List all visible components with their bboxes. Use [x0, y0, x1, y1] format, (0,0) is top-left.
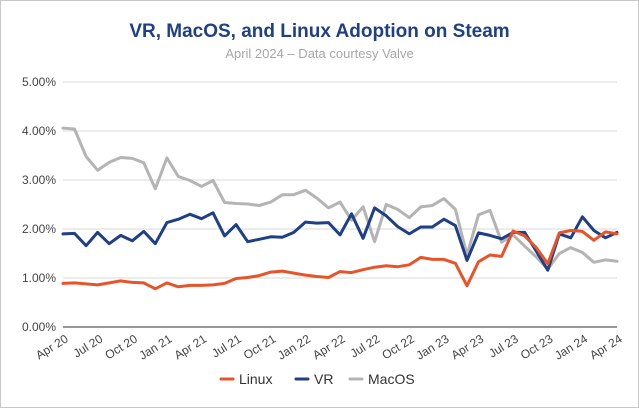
y-tick-label: 3.00% — [22, 173, 56, 187]
x-tick-label: Apr 24 — [587, 332, 625, 363]
x-tick-label: Oct 22 — [379, 332, 417, 363]
y-tick-label: 1.00% — [22, 271, 56, 285]
legend-label-macos: MacOS — [368, 371, 415, 387]
chart-subtitle: April 2024 – Data courtesy Valve — [225, 46, 413, 61]
legend-label-linux: Linux — [239, 371, 272, 387]
series-line-macos — [61, 126, 619, 271]
series-line-vr — [61, 206, 619, 272]
x-tick-label: Jan 21 — [136, 331, 174, 362]
gridlines — [63, 81, 617, 279]
legend-label-vr: VR — [314, 371, 333, 387]
y-tick-label: 4.00% — [22, 124, 56, 138]
x-tick-label: Apr 23 — [449, 332, 487, 363]
x-tick-label: Jul 22 — [348, 332, 383, 361]
x-tick-label: Oct 21 — [241, 332, 279, 363]
x-tick-label: Apr 22 — [310, 332, 348, 363]
chart-title: VR, MacOS, and Linux Adoption on Steam — [129, 21, 509, 42]
x-tick-label: Jul 21 — [209, 332, 244, 361]
x-tick-label: Jan 22 — [275, 331, 313, 362]
x-tick-label: Jan 24 — [552, 331, 590, 362]
x-tick-label: Oct 23 — [518, 332, 556, 363]
legend: Linux VR MacOS — [219, 371, 415, 387]
x-tick-label: Jul 23 — [486, 332, 521, 361]
x-tick-label: Apr 21 — [172, 332, 210, 363]
series-line-linux — [61, 229, 619, 291]
x-tick-label: Jul 20 — [71, 332, 106, 361]
x-tick-label: Apr 20 — [33, 332, 71, 363]
y-tick-label: 2.00% — [22, 222, 56, 236]
y-tick-label: 0.00% — [22, 320, 56, 334]
x-tick-label: Oct 20 — [102, 332, 140, 363]
y-tick-label: 5.00% — [22, 75, 56, 89]
series-lines — [61, 126, 619, 291]
y-axis-ticks: 0.00% 1.00% 2.00% 3.00% 4.00% 5.00% — [22, 75, 56, 334]
x-tick-label: Jan 23 — [413, 331, 451, 362]
